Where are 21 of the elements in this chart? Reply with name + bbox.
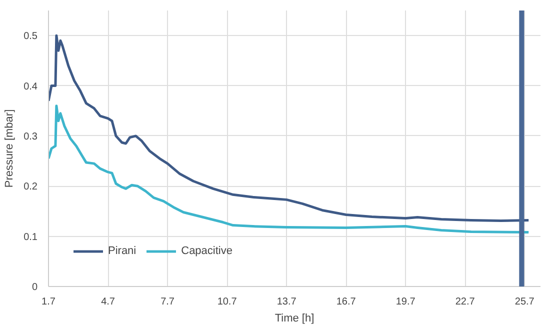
x-tick-label: 1.7 bbox=[42, 296, 56, 308]
x-tick-label: 4.7 bbox=[101, 296, 116, 308]
x-tick-label: 13.7 bbox=[276, 296, 297, 308]
x-tick-label: 19.7 bbox=[396, 296, 416, 308]
y-axis-title: Pressure [mbar] bbox=[4, 109, 16, 188]
x-tick-label: 7.7 bbox=[160, 296, 175, 308]
x-axis-title: Time [h] bbox=[274, 312, 314, 324]
y-tick-label: 0.2 bbox=[24, 182, 38, 193]
y-tick-label: 0.1 bbox=[24, 232, 38, 243]
line-series bbox=[48, 34, 530, 222]
line-series bbox=[48, 104, 530, 234]
y-tick-label: 0.5 bbox=[24, 31, 38, 42]
x-tick-label: 25.7 bbox=[514, 296, 535, 308]
x-tick-label: 10.7 bbox=[217, 296, 238, 308]
y-tick-label: 0.4 bbox=[24, 81, 38, 92]
y-tick-label: 0 bbox=[32, 282, 38, 293]
y-tick-label: 0.3 bbox=[24, 131, 38, 142]
x-tick-label: 22.7 bbox=[455, 296, 476, 308]
x-tick-label: 16.7 bbox=[336, 296, 356, 308]
legend-label: Pirani bbox=[108, 245, 136, 257]
legend-label: Capacitive bbox=[181, 245, 232, 257]
